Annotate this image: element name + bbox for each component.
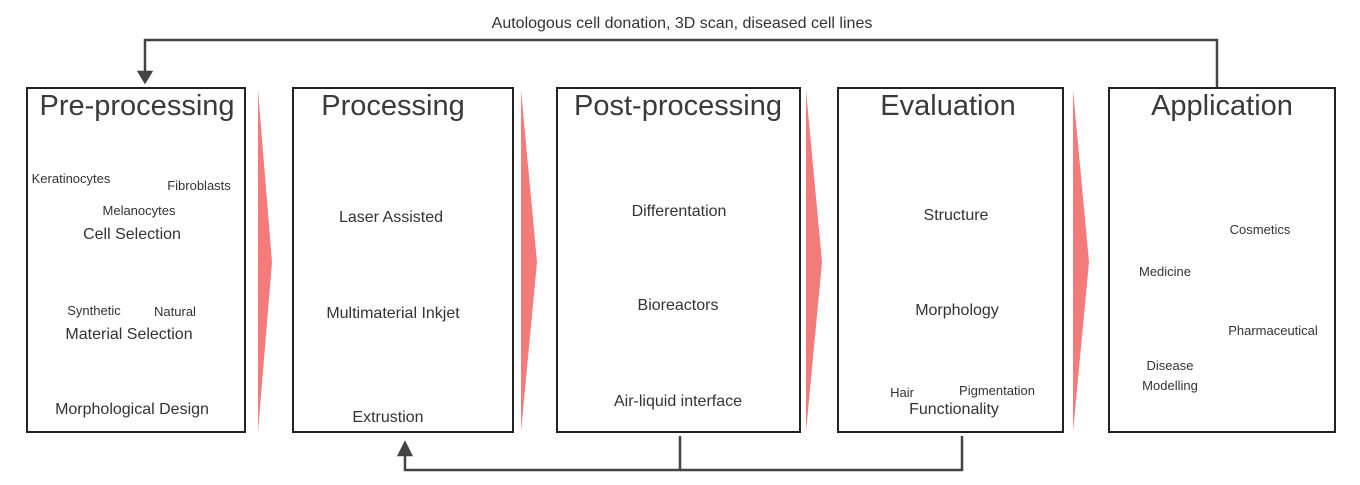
label-natural: Natural [154,304,196,319]
label-fibroblasts: Fibroblasts [167,178,231,193]
label-disease: Disease [1146,358,1194,373]
stage-evaluation [837,87,1064,433]
chevron-arrow-2 [521,90,537,432]
stage-title: Processing [321,90,465,122]
label-multimaterial-inkjet: Multimaterial Inkjet [326,305,460,322]
stage-title: Application [1151,90,1293,122]
label-pigmentation: Pigmentation [959,383,1035,398]
stage-title: Evaluation [880,90,1016,122]
label-hair: Hair [890,385,914,400]
label-cosmetics: Cosmetics [1229,222,1291,237]
label-material-selection: Material Selection [65,326,193,343]
label-differentiation: Differentation [631,203,727,220]
stage-application [1108,87,1336,433]
label-synthetic: Synthetic [67,303,121,318]
label-medicine: Medicine [1138,264,1192,279]
stage-title: Post-processing [574,90,782,122]
label-keratinocytes: Keratinocytes [31,171,111,186]
label-morphological-design: Morphological Design [55,401,209,418]
stage-title: Pre-processing [39,90,235,122]
chevron-arrow-4 [1073,90,1089,432]
label-morphology: Morphology [915,302,999,319]
chevron-arrow-3 [806,90,822,432]
label-melanocytes: Melanocytes [102,203,176,218]
label-pharmaceutical: Pharmaceutical [1228,323,1318,338]
label-air-liquid-interface: Air-liquid interface [613,393,743,410]
stage-processing [292,87,514,433]
label-cell-selection: Cell Selection [83,226,181,243]
stage-pre-processing [26,87,246,433]
feedback-top-label: Autologous cell donation, 3D scan, disea… [491,15,873,32]
label-functionality: Functionality [909,401,999,418]
chevron-arrow-1 [258,90,272,432]
label-laser-assisted: Laser Assisted [338,209,444,226]
label-bioreactors: Bioreactors [637,297,719,314]
label-extrusion: Extrustion [352,409,424,426]
stage-post-processing [556,87,801,433]
label-structure: Structure [923,207,989,224]
label-modelling: Modelling [1142,378,1198,393]
top-feedback-arrow [136,38,1219,100]
bottom-feedback-arrow [396,436,964,472]
